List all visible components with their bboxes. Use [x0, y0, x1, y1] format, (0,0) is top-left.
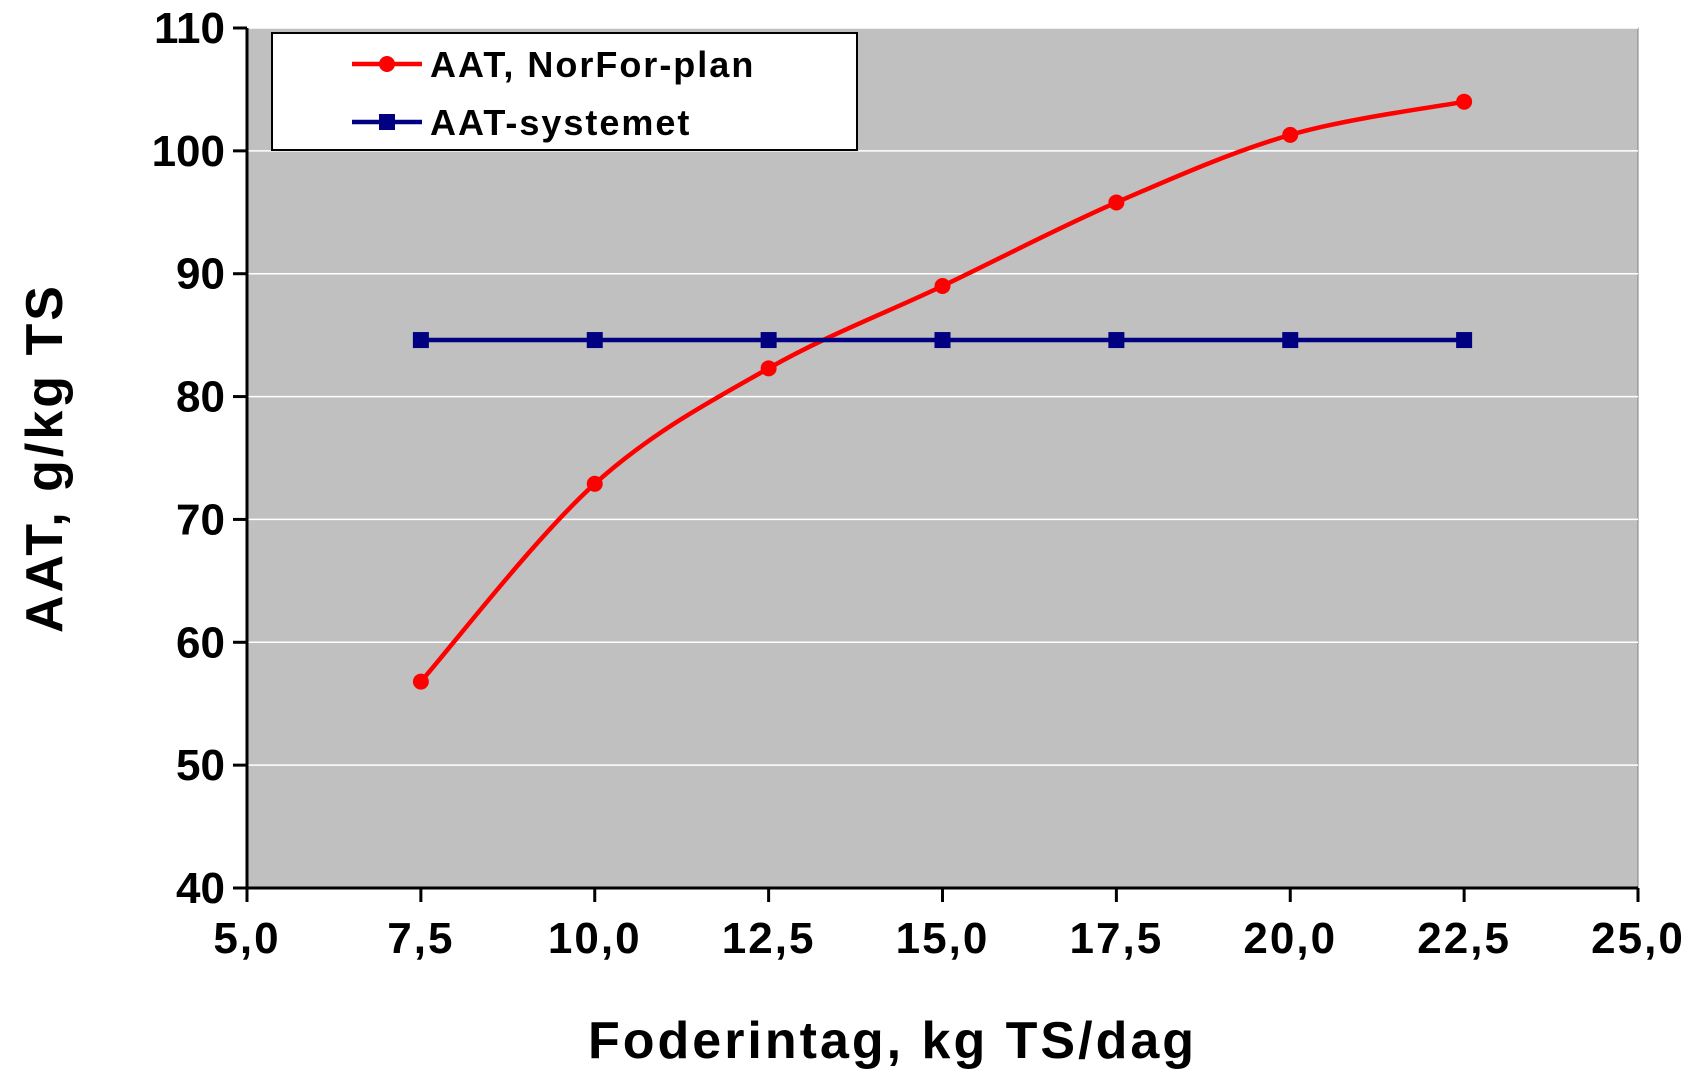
legend-marker-0	[379, 56, 395, 72]
y-tick-label-7: 110	[154, 4, 225, 53]
legend-label-1: AAT-systemet	[430, 102, 691, 143]
y-tick-label-4: 80	[176, 373, 225, 422]
x-tick-label-2: 10,0	[548, 914, 642, 963]
x-tick-label-3: 12,5	[722, 914, 816, 963]
series-1-point-6	[1456, 332, 1473, 349]
series-1-point-3	[934, 332, 951, 349]
x-tick-label-0: 5,0	[213, 914, 280, 963]
x-tick-label-5: 17,5	[1070, 914, 1164, 963]
series-1-point-5	[1282, 332, 1299, 349]
x-tick-label-8: 25,0	[1591, 914, 1685, 963]
y-tick-label-3: 70	[176, 495, 225, 544]
y-tick-label-6: 100	[152, 127, 225, 176]
y-tick-label-5: 90	[176, 250, 225, 299]
y-tick-label-0: 40	[176, 864, 225, 913]
series-0-point-6	[1456, 93, 1473, 110]
series-0-point-5	[1282, 126, 1299, 143]
y-axis-title: AAT, g/kg TS	[16, 283, 74, 633]
y-tick-label-2: 60	[176, 618, 225, 667]
series-1-point-1	[586, 332, 603, 349]
x-tick-label-1: 7,5	[387, 914, 454, 963]
series-1-point-2	[760, 332, 777, 349]
legend-label-0: AAT, NorFor-plan	[430, 44, 755, 85]
legend-box	[271, 32, 858, 151]
y-tick-label-1: 50	[176, 741, 225, 790]
series-1-point-0	[412, 332, 429, 349]
plot-area	[246, 27, 1639, 889]
series-0-point-0	[412, 673, 429, 690]
series-1-point-4	[1108, 332, 1125, 349]
series-0-point-3	[934, 278, 951, 294]
legend-marker-1	[379, 114, 395, 130]
series-0-point-2	[760, 360, 777, 377]
x-axis-title: Foderintag, kg TS/dag	[588, 1012, 1197, 1070]
x-tick-label-4: 15,0	[896, 914, 990, 963]
x-tick-label-6: 20,0	[1243, 914, 1337, 963]
series-0-point-4	[1108, 194, 1125, 211]
x-tick-label-7: 22,5	[1417, 914, 1511, 963]
series-0-point-1	[586, 475, 603, 492]
